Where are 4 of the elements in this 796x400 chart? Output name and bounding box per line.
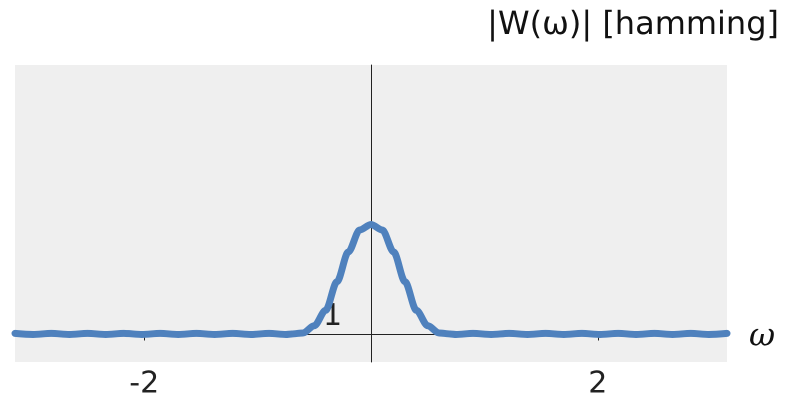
x-tick-label: 2 — [588, 366, 608, 400]
x-tick-label: -2 — [129, 366, 160, 400]
chart-title: |W(ω)| [hamming] — [487, 4, 779, 42]
x-axis-title: ω — [749, 316, 776, 354]
